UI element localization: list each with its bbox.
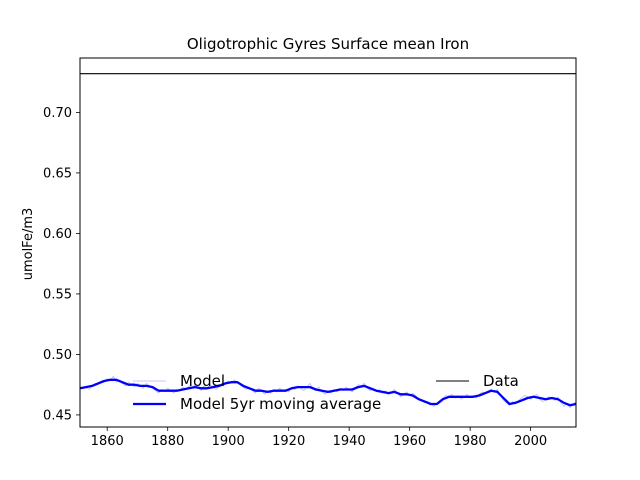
axes-frame	[79, 57, 577, 428]
x-tick-label: 1980	[454, 434, 487, 449]
y-axis-label: umolFe/m3	[21, 208, 36, 281]
axis-ticks: 1860 1880 1900 1920 1940 1960 1980 2000 0.45 0.50…	[43, 106, 547, 449]
y-tick-label: 0.70	[43, 106, 72, 121]
y-tick-label: 0.55	[43, 287, 72, 302]
y-tick-label: 0.50	[43, 348, 72, 363]
y-tick-label: 0.45	[43, 408, 72, 423]
x-tick-label: 1880	[151, 434, 184, 449]
x-tick-label: 2000	[514, 434, 547, 449]
legend-label: Model	[180, 372, 225, 390]
chart-title: Oligotrophic Gyres Surface mean Iron	[187, 35, 469, 53]
legend: Model Model 5yr moving average Data	[133, 372, 519, 413]
x-tick-label: 1940	[333, 434, 366, 449]
legend-label: Model 5yr moving average	[180, 395, 381, 413]
plot-area	[79, 73, 577, 408]
x-tick-label: 1920	[272, 434, 305, 449]
x-tick-label: 1860	[91, 434, 124, 449]
series-line-model-5yr-moving-average	[79, 378, 577, 407]
x-tick-label: 1960	[393, 434, 426, 449]
x-tick-label: 1900	[212, 434, 245, 449]
legend-label: Data	[483, 372, 519, 390]
y-tick-label: 0.60	[43, 227, 72, 242]
y-tick-label: 0.65	[43, 166, 72, 181]
